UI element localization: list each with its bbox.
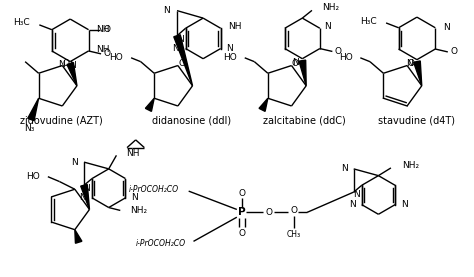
Text: CH₃: CH₃ — [287, 230, 301, 239]
Polygon shape — [174, 35, 192, 86]
Text: O: O — [103, 25, 110, 34]
Text: H₃C: H₃C — [13, 19, 30, 27]
Text: didanosine (ddI): didanosine (ddI) — [152, 116, 231, 125]
Text: O: O — [238, 229, 245, 238]
Text: N: N — [401, 200, 408, 209]
Polygon shape — [299, 60, 306, 86]
Text: N: N — [406, 59, 413, 68]
Polygon shape — [146, 98, 154, 111]
Text: N: N — [324, 22, 330, 31]
Text: N: N — [227, 44, 233, 53]
Text: HO: HO — [109, 53, 123, 62]
Text: NH: NH — [228, 22, 242, 31]
Text: N: N — [349, 200, 356, 209]
Text: N: N — [72, 158, 78, 166]
Text: NH: NH — [96, 45, 110, 55]
Text: N: N — [83, 184, 90, 193]
Text: N: N — [131, 193, 138, 202]
Text: HO: HO — [27, 172, 40, 181]
Text: O: O — [290, 206, 297, 215]
Text: O: O — [292, 59, 299, 68]
Polygon shape — [414, 61, 422, 86]
Text: stavudine (d4T): stavudine (d4T) — [378, 116, 456, 125]
Text: zidovudine (AZT): zidovudine (AZT) — [20, 116, 103, 125]
Text: O: O — [63, 59, 70, 68]
Polygon shape — [259, 98, 268, 111]
Text: O: O — [238, 189, 245, 198]
Text: N: N — [80, 193, 86, 202]
Text: N: N — [341, 164, 348, 173]
Text: HO: HO — [339, 53, 353, 62]
Polygon shape — [28, 98, 38, 121]
Text: N: N — [443, 23, 450, 32]
Text: N: N — [292, 58, 299, 67]
Text: HO: HO — [223, 53, 237, 62]
Text: NH₂: NH₂ — [322, 3, 340, 12]
Text: N: N — [177, 35, 184, 44]
Polygon shape — [75, 230, 82, 243]
Text: N: N — [69, 61, 75, 70]
Text: NH₂: NH₂ — [402, 160, 419, 170]
Text: NH: NH — [96, 25, 110, 34]
Text: N: N — [58, 60, 64, 69]
Text: zalcitabine (ddC): zalcitabine (ddC) — [263, 116, 346, 125]
Text: N₃: N₃ — [24, 124, 34, 133]
Text: O: O — [103, 49, 110, 58]
Text: N: N — [172, 44, 179, 53]
Text: H₃C: H₃C — [360, 17, 376, 25]
Text: O: O — [408, 59, 414, 68]
Text: O: O — [335, 47, 342, 56]
Text: P: P — [238, 207, 246, 217]
Text: i-PrOCOH₂CO: i-PrOCOH₂CO — [136, 239, 186, 248]
Polygon shape — [81, 184, 90, 209]
Text: i-PrOCOH₂CO: i-PrOCOH₂CO — [129, 185, 179, 194]
Text: NH: NH — [126, 149, 139, 158]
Polygon shape — [67, 63, 77, 86]
Text: O: O — [450, 47, 457, 57]
Text: N: N — [164, 6, 170, 15]
Text: O: O — [265, 208, 272, 217]
Text: NH₂: NH₂ — [130, 206, 147, 215]
Text: O: O — [178, 59, 185, 68]
Text: N: N — [353, 191, 360, 199]
